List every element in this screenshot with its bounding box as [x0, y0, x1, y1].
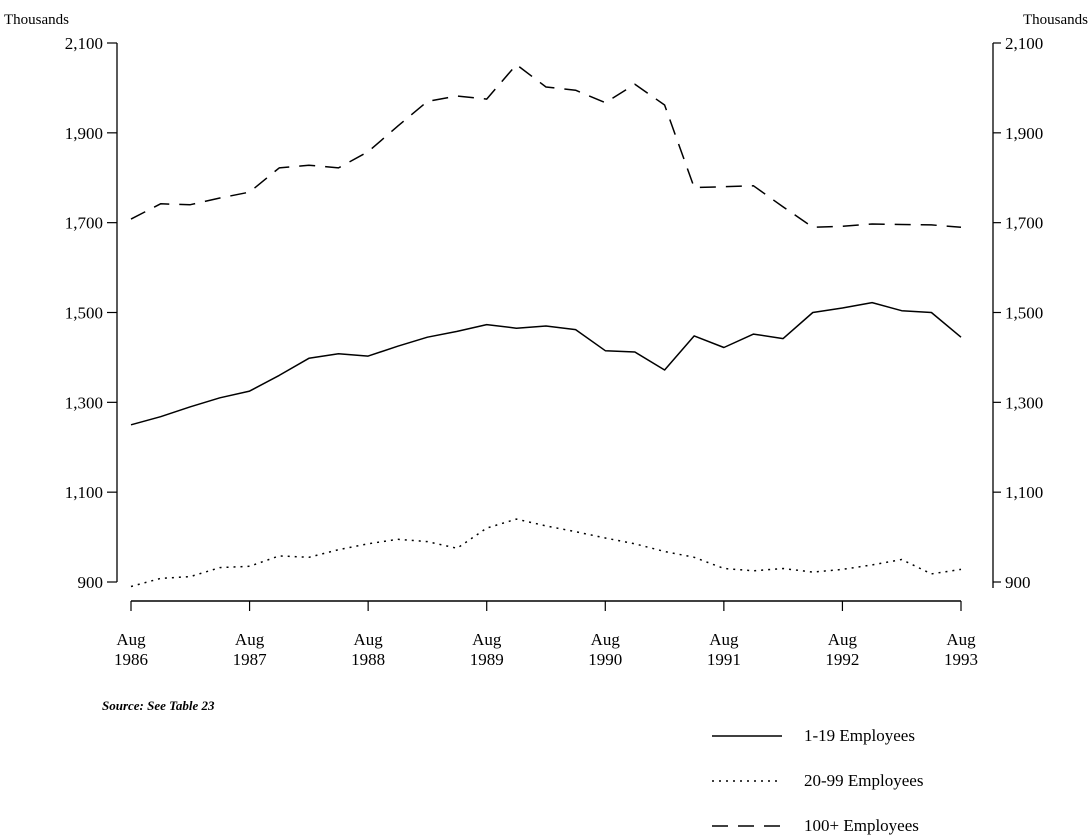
left-y-tick-label: 1,500: [65, 304, 103, 323]
series-line-2: [130, 518, 962, 588]
legend-label: 100+ Employees: [804, 816, 919, 835]
right-y-tick-label: 1,700: [1005, 214, 1043, 233]
x-tick-year-label: 1988: [351, 650, 385, 669]
right-y-tick-label: 1,100: [1005, 483, 1043, 502]
right-y-tick-label: 2,100: [1005, 34, 1043, 53]
x-tick-year-label: 1992: [825, 650, 859, 669]
x-axis-ticks: Aug1986Aug1987Aug1988Aug1989Aug1990Aug19…: [114, 601, 978, 669]
x-tick-month-label: Aug: [828, 630, 858, 649]
x-tick-year-label: 1991: [707, 650, 741, 669]
x-tick-month-label: Aug: [946, 630, 976, 649]
left-axis-unit-label: Thousands: [4, 12, 69, 28]
right-y-tick-label: 900: [1005, 573, 1031, 592]
left-y-tick-label: 1,900: [65, 124, 103, 143]
right-axis-unit-label: Thousands: [1023, 12, 1088, 28]
x-tick-month-label: Aug: [116, 630, 146, 649]
series-line-3: [130, 63, 962, 228]
x-tick-year-label: 1986: [114, 650, 148, 669]
left-y-tick-label: 1,700: [65, 214, 103, 233]
right-y-tick-label: 1,900: [1005, 124, 1043, 143]
x-tick-month-label: Aug: [709, 630, 739, 649]
left-y-tick-label: 900: [78, 573, 104, 592]
x-tick-year-label: 1993: [944, 650, 978, 669]
left-y-tick-label: 2,100: [65, 34, 103, 53]
plot-lines: [130, 63, 962, 588]
x-tick-year-label: 1989: [470, 650, 504, 669]
x-tick-year-label: 1987: [233, 650, 268, 669]
right-y-tick-label: 1,300: [1005, 393, 1043, 412]
x-tick-month-label: Aug: [354, 630, 384, 649]
x-tick-month-label: Aug: [591, 630, 621, 649]
x-tick-month-label: Aug: [472, 630, 502, 649]
right-y-tick-label: 1,500: [1005, 304, 1043, 323]
x-tick-month-label: Aug: [235, 630, 265, 649]
chart-axes: [116, 43, 994, 602]
legend-label: 20-99 Employees: [804, 771, 923, 790]
right-y-axis-ticks: 900 1,100 1,300 1,500 1,700 1,900 2,100: [993, 34, 1043, 592]
left-y-tick-label: 1,100: [65, 483, 103, 502]
series-line-1: [130, 301, 962, 426]
legend-label: 1-19 Employees: [804, 726, 915, 745]
x-tick-year-label: 1990: [588, 650, 622, 669]
left-y-axis-ticks: 900 1,100 1,300 1,500 1,700 1,900 2,100: [65, 34, 117, 592]
source-note: Source: See Table 23: [102, 698, 215, 713]
chart-legend: 1-19 Employees 20-99 Employees 100+ Employ…: [712, 726, 923, 835]
left-y-tick-label: 1,300: [65, 393, 103, 412]
